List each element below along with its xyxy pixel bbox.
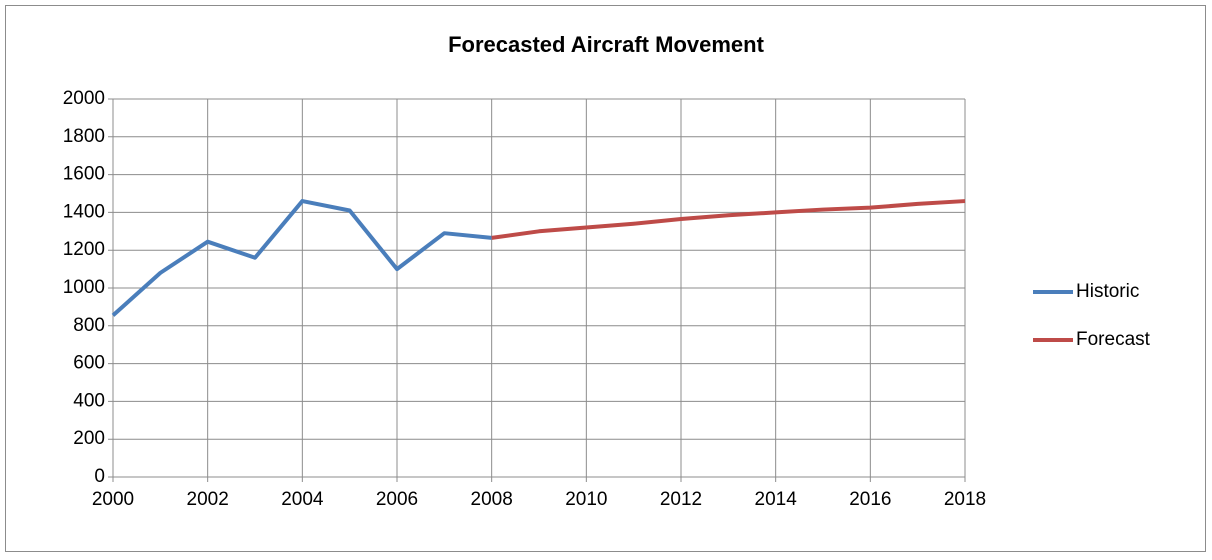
x-tick-label: 2000 (92, 489, 134, 510)
legend-label: Historic (1076, 281, 1139, 302)
y-tick-label: 1400 (63, 201, 105, 222)
y-tick-label: 1800 (63, 126, 105, 147)
y-tick-label: 1200 (63, 239, 105, 260)
chart-border (5, 5, 1206, 552)
x-tick-label: 2016 (849, 489, 891, 510)
y-tick-label: 600 (73, 353, 105, 374)
x-tick-label: 2006 (376, 489, 418, 510)
x-tick-label: 2012 (660, 489, 702, 510)
x-tick-label: 2002 (187, 489, 229, 510)
y-tick-label: 1600 (63, 164, 105, 185)
y-tick-label: 2000 (63, 88, 105, 109)
x-tick-label: 2014 (755, 489, 798, 510)
y-tick-label: 200 (73, 428, 105, 449)
x-tick-label: 2008 (471, 489, 513, 510)
x-tick-label: 2018 (944, 489, 986, 510)
series-line (111, 199, 492, 317)
y-tick-label: 1000 (63, 277, 105, 298)
y-tick-label: 400 (73, 390, 105, 411)
y-tick-label: 800 (73, 315, 105, 336)
chart-title: Forecasted Aircraft Movement (448, 32, 765, 57)
legend-label: Forecast (1076, 329, 1151, 350)
y-tick-label: 0 (94, 466, 105, 487)
x-tick-label: 2010 (565, 489, 607, 510)
series-line (491, 199, 966, 240)
x-tick-label: 2004 (281, 489, 324, 510)
